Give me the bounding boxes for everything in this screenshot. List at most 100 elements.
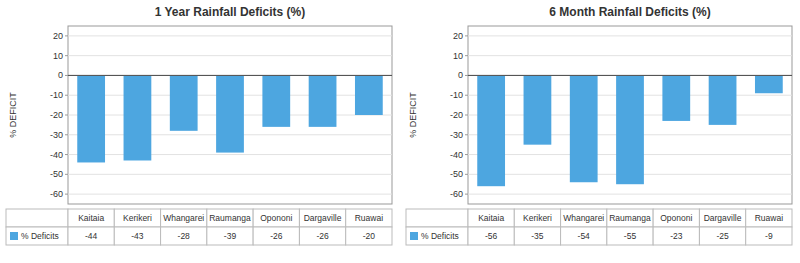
tick-label: -50 — [450, 169, 463, 179]
tick-mark — [65, 194, 68, 195]
table-value: -55 — [624, 231, 637, 241]
table-cell — [346, 227, 392, 245]
category-label: Dargaville — [704, 213, 742, 223]
grid-line — [68, 55, 392, 56]
tick-label: 20 — [453, 31, 463, 41]
table-cell — [346, 209, 392, 227]
table-cell — [253, 209, 299, 227]
tick-mark — [465, 115, 468, 116]
tick-mark — [465, 75, 468, 76]
table: KaitaiaKerikeriWhangareiRaumangaOpononiD… — [6, 209, 392, 245]
table-cell — [746, 209, 792, 227]
table-value: -54 — [578, 231, 591, 241]
table-cell — [699, 227, 745, 245]
table-cell — [207, 209, 253, 227]
table-value: -26 — [270, 231, 283, 241]
table-value: -9 — [765, 231, 773, 241]
bar — [570, 75, 598, 182]
tick-mark — [65, 115, 68, 116]
tick-mark — [65, 154, 68, 155]
tick-label: 10 — [53, 51, 63, 61]
category-label: Kaitaia — [478, 213, 504, 223]
tick-mark — [65, 95, 68, 96]
table-value: -28 — [178, 231, 191, 241]
grid-line — [468, 55, 792, 56]
table-cell — [561, 227, 607, 245]
table-cell — [468, 209, 514, 227]
tick-label: 0 — [458, 70, 463, 80]
tick-mark — [65, 134, 68, 135]
tick-label: -40 — [50, 150, 63, 160]
table-cell — [161, 209, 207, 227]
table-cell — [299, 209, 345, 227]
tick-mark — [465, 95, 468, 96]
table-cell — [6, 209, 68, 227]
table-cell — [299, 227, 345, 245]
axis-label: % DEFICIT — [408, 92, 418, 138]
legend-label: % Deficits — [421, 231, 459, 241]
title: 6 Month Rainfall Deficits (%) — [549, 5, 710, 19]
table-cell — [561, 209, 607, 227]
tick-label: 0 — [58, 70, 63, 80]
tick-label: -30 — [50, 130, 63, 140]
table-cell — [406, 209, 468, 227]
table-cell — [746, 227, 792, 245]
category-label: Whangarei — [563, 213, 604, 223]
bar — [755, 75, 783, 93]
category-label: Raumanga — [209, 213, 251, 223]
plot-frame — [468, 26, 792, 204]
tick-label: -50 — [50, 169, 63, 179]
bar — [216, 75, 244, 152]
grid-line — [68, 194, 392, 195]
bar — [77, 75, 105, 162]
table-cell — [699, 209, 745, 227]
table-value: -35 — [531, 231, 544, 241]
grid-line — [468, 194, 792, 195]
category-label: Kerikeri — [123, 213, 152, 223]
table-cell — [68, 227, 114, 245]
bar — [355, 75, 383, 115]
grid-line — [68, 75, 392, 76]
tick-mark — [65, 35, 68, 36]
tick-label: -20 — [50, 110, 63, 120]
grid-line — [68, 35, 392, 36]
bar — [616, 75, 644, 184]
table-cell — [253, 227, 299, 245]
legend-swatch — [10, 232, 18, 240]
table-cell — [207, 227, 253, 245]
tick-label: -60 — [450, 189, 463, 199]
table-value: -20 — [363, 231, 376, 241]
tick-mark — [465, 174, 468, 175]
tick-label: 10 — [453, 51, 463, 61]
grid-line — [68, 154, 392, 155]
tick-mark — [65, 75, 68, 76]
table-cell — [114, 209, 160, 227]
bar — [309, 75, 337, 126]
bar — [262, 75, 290, 126]
table-value: -43 — [131, 231, 144, 241]
table-cell — [514, 227, 560, 245]
tick-label: -10 — [50, 90, 63, 100]
category-label: Ruawai — [355, 213, 383, 223]
table-cell — [514, 209, 560, 227]
table-value: -25 — [716, 231, 729, 241]
tick-label: -40 — [450, 150, 463, 160]
grid-line — [68, 174, 392, 175]
tick-label: 20 — [53, 31, 63, 41]
category-label: Ruawai — [755, 213, 783, 223]
table-value: -44 — [85, 231, 98, 241]
bars — [477, 75, 782, 186]
tick-label: -30 — [450, 130, 463, 140]
zero-line — [468, 75, 792, 76]
plot-frame — [68, 26, 392, 204]
category-label: Opononi — [260, 213, 292, 223]
bar — [524, 75, 552, 144]
table-cell — [653, 227, 699, 245]
tick-label: -60 — [50, 189, 63, 199]
category-label: Raumanga — [609, 213, 651, 223]
table-cell — [406, 227, 468, 245]
axis-label: % DEFICIT — [8, 92, 18, 138]
category-label: Opononi — [660, 213, 692, 223]
category-label: Dargaville — [304, 213, 342, 223]
tick-mark — [465, 194, 468, 195]
